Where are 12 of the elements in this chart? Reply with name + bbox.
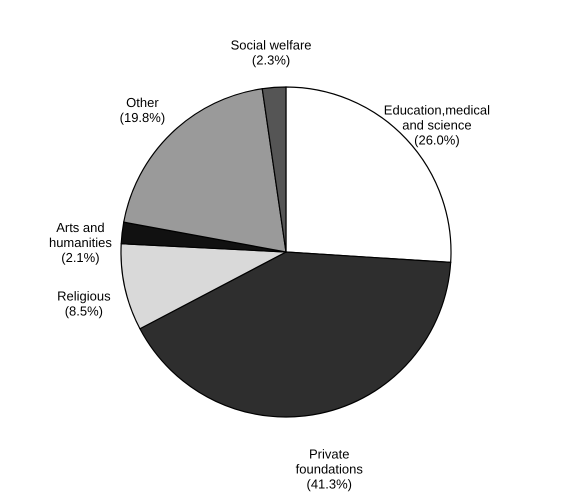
data-label: (2.1%) — [61, 250, 100, 265]
data-label: (2.3%) — [252, 52, 290, 68]
data-label: (26.0%) — [414, 132, 460, 148]
slice-label: Other — [126, 94, 160, 110]
slice-label: Education,medical and science — [384, 102, 490, 132]
slice-label: Social welfare — [230, 38, 312, 53]
slice-label: Private foundations — [296, 446, 364, 476]
slice-label: Religious — [57, 288, 112, 304]
data-label: (41.3%) — [306, 476, 352, 492]
data-label: (8.5%) — [64, 304, 103, 319]
data-label: (19.8%) — [120, 110, 166, 125]
slice-label: Arts and humanities — [48, 220, 112, 250]
